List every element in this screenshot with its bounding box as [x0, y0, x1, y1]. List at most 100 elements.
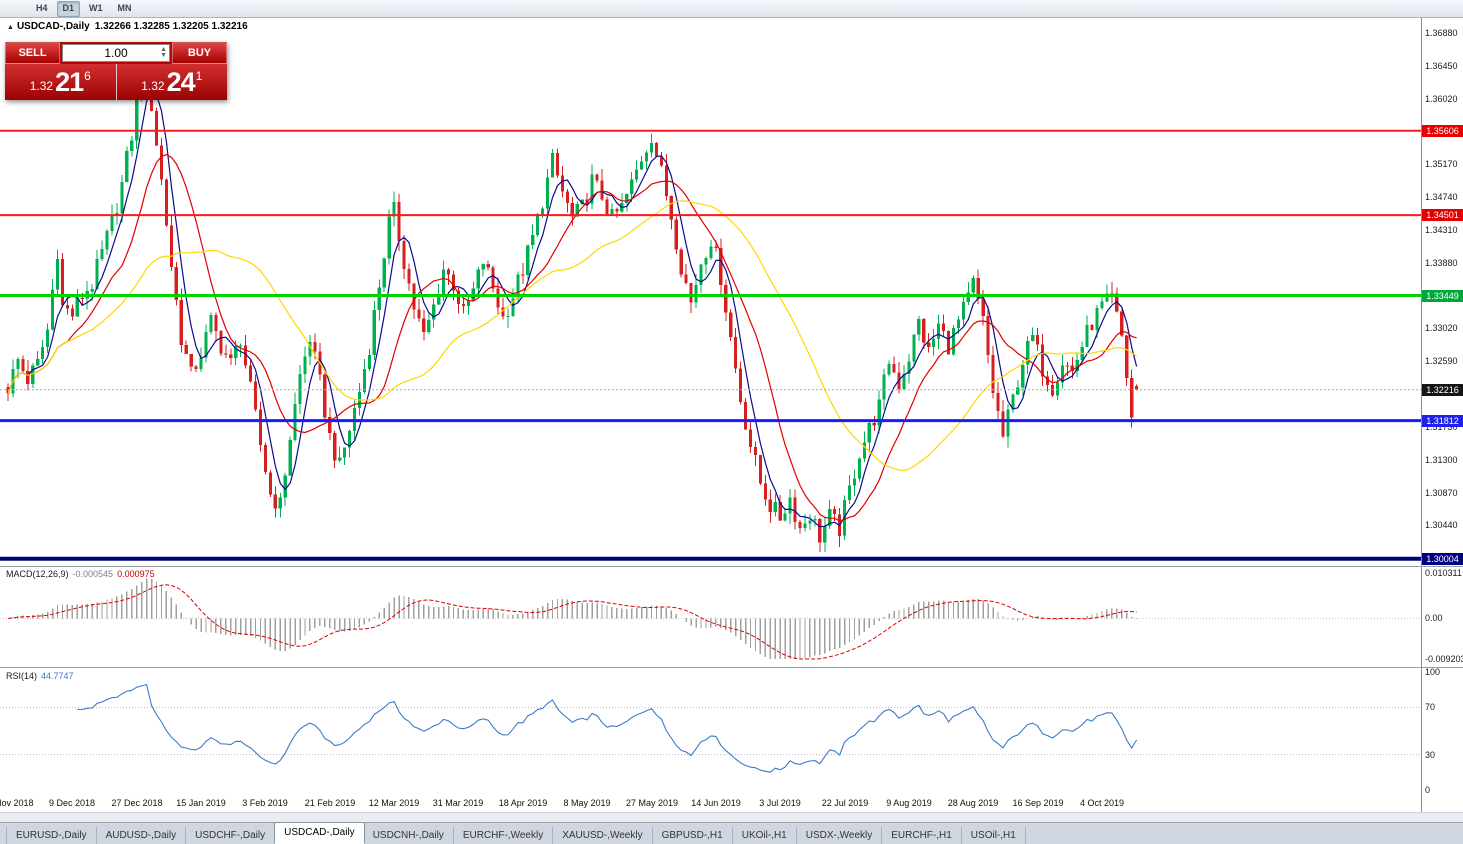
timeframe-button-w1[interactable]: W1 [89, 2, 103, 13]
tab-eurchf-weekly[interactable]: EURCHF-,Weekly [454, 827, 554, 844]
tab-gbpusd-h1[interactable]: GBPUSD-,H1 [653, 827, 733, 844]
tab-xauusd-weekly[interactable]: XAUUSD-,Weekly [553, 827, 653, 844]
sell-price-pips: 21 [55, 66, 84, 97]
macd-name: MACD(12,26,9) [6, 569, 69, 579]
buy-price[interactable]: 1.32 24 1 [116, 64, 227, 100]
date-label: 31 Mar 2019 [432, 798, 484, 808]
price-badge-1.32216: 1.32216 [1422, 384, 1463, 396]
macd-axis-label: 0.010311 [1425, 568, 1462, 578]
spinner-down-icon[interactable]: ▼ [160, 52, 167, 59]
tab-usdx-weekly[interactable]: USDX-,Weekly [797, 827, 883, 844]
chart-title: ▲ USDCAD-,Daily 1.32266 1.32285 1.32205 1.… [7, 21, 248, 32]
date-label: 18 Apr 2019 [498, 798, 548, 808]
macd-pane[interactable] [0, 567, 1421, 667]
date-label: 9 Dec 2018 [48, 798, 96, 808]
tab-eurusd-daily[interactable]: EURUSD-,Daily [6, 827, 97, 844]
spinner-up-icon[interactable]: ▲ [160, 46, 167, 53]
price-axis: 1.36880 1.36450 1.36020 1.35170 1.34740 1.343… [1421, 18, 1463, 812]
macd-label: MACD(12,26,9) -0.000545 0.000975 [6, 569, 155, 579]
price-badge-1.33449: 1.33449 [1422, 290, 1463, 302]
rsi-axis-label: 30 [1425, 750, 1436, 760]
tab-usoil-h1[interactable]: USOil-,H1 [962, 827, 1026, 844]
price-badge-1.34501: 1.34501 [1422, 209, 1463, 221]
volume-input[interactable]: 1.00 ▲ ▼ [62, 44, 170, 62]
price-tick: 1.31730 [1425, 422, 1458, 432]
date-axis: 20 Nov 2018 9 Dec 2018 27 Dec 2018 15 Jan 2… [0, 796, 1421, 812]
price-badge-1.31812: 1.31812 [1422, 415, 1463, 427]
buy-price-prefix: 1.32 [141, 79, 165, 93]
price-tick: 1.33020 [1425, 323, 1458, 333]
tab-audusd-daily[interactable]: AUDUSD-,Daily [97, 827, 187, 844]
rsi-axis-label: 70 [1425, 702, 1436, 712]
date-label: 16 Sep 2019 [1012, 798, 1064, 808]
date-label: 15 Jan 2019 [176, 798, 226, 808]
chart-ohlc-values: 1.32266 1.32285 1.32205 1.32216 [94, 21, 248, 32]
macd-value: -0.000545 [72, 569, 114, 579]
rsi-label: RSI(14) 44.7747 [6, 671, 74, 681]
one-click-collapse-icon[interactable]: ▲ [7, 24, 14, 31]
price-tick: 1.31300 [1425, 455, 1458, 465]
price-tick: 1.32590 [1425, 356, 1458, 366]
rsi-axis-label: 100 [1425, 667, 1441, 677]
price-badge-1.30004: 1.30004 [1422, 553, 1463, 565]
buy-button[interactable]: BUY [172, 42, 227, 64]
tab-usdchf-daily[interactable]: USDCHF-,Daily [186, 827, 276, 844]
buy-price-pips: 24 [166, 66, 196, 97]
one-click-trading-panel: SELL 1.00 ▲ ▼ BUY 1.32 21 6 1.32 24 1 [5, 42, 227, 100]
sell-price[interactable]: 1.32 21 6 [5, 64, 117, 100]
date-label: 28 Aug 2019 [947, 798, 999, 808]
price-tick: 1.34740 [1425, 192, 1458, 202]
candles-layer [6, 44, 1139, 553]
date-label: 27 Dec 2018 [111, 798, 163, 808]
date-label: 4 Oct 2019 [1079, 798, 1125, 808]
ma-5-line [7, 92, 1138, 528]
rsi-name: RSI(14) [6, 671, 38, 681]
rsi-pane[interactable] [0, 668, 1421, 796]
rsi-line [77, 684, 1138, 773]
tab-usdcnh-daily[interactable]: USDCNH-,Daily [364, 827, 454, 844]
ma-13-line [7, 154, 1137, 522]
price-tick: 1.33880 [1425, 258, 1458, 268]
price-badge-1.35606: 1.35606 [1422, 125, 1463, 137]
volume-value: 1.00 [104, 46, 128, 60]
date-label: 27 May 2019 [625, 798, 679, 808]
macd-signal-line [7, 584, 1137, 660]
macd-axis-label: 0.00 [1425, 613, 1443, 623]
date-label: 3 Jul 2019 [759, 798, 801, 808]
timeframe-button-d1[interactable]: D1 [56, 0, 81, 17]
timeframe-button-h4[interactable]: H4 [36, 2, 48, 13]
pane-separator-rsi[interactable] [0, 667, 1463, 668]
sell-price-point: 6 [84, 69, 91, 83]
timeframe-button-mn[interactable]: MN [117, 2, 132, 13]
price-tick: 1.34310 [1425, 225, 1458, 235]
chart-tabs-bar: EURUSD-,Daily AUDUSD-,Daily USDCHF-,Daily U… [0, 822, 1463, 844]
date-label: 12 Mar 2019 [368, 798, 420, 808]
date-label: 22 Jul 2019 [821, 798, 869, 808]
rsi-value: 44.7747 [41, 671, 74, 681]
pane-separator-macd[interactable] [0, 566, 1463, 567]
price-tick: 1.36880 [1425, 28, 1458, 38]
date-label: 21 Feb 2019 [304, 798, 356, 808]
tab-usdcad-daily[interactable]: USDCAD-,Daily [274, 822, 365, 844]
price-tick: 1.36020 [1425, 94, 1458, 104]
date-label: 8 May 2019 [563, 798, 611, 808]
ma-34-line [7, 200, 1137, 471]
date-label: 14 Jun 2019 [691, 798, 741, 808]
chart-symbol-label: USDCAD-,Daily [16, 21, 90, 32]
trade-panel-prices: 1.32 21 6 1.32 24 1 [5, 64, 227, 100]
rsi-axis-label: 0 [1425, 785, 1431, 795]
tab-eurchf-h1[interactable]: EURCHF-,H1 [882, 827, 962, 844]
macd-axis-label: -0.009203 [1425, 654, 1463, 664]
price-tick: 1.30440 [1425, 520, 1458, 530]
price-pane[interactable] [0, 18, 1421, 566]
horizontal-scrollbar[interactable] [0, 812, 1463, 823]
sell-button[interactable]: SELL [5, 42, 60, 64]
volume-spinner[interactable]: ▲ ▼ [160, 45, 167, 61]
price-tick: 1.35170 [1425, 159, 1458, 169]
timeframe-toolbar: H4 D1 W1 MN [0, 0, 1463, 18]
date-label: 9 Aug 2019 [886, 798, 932, 808]
date-label: 3 Feb 2019 [242, 798, 288, 808]
price-tick: 1.30870 [1425, 488, 1458, 498]
tab-ukoil-h1[interactable]: UKOil-,H1 [733, 827, 797, 844]
